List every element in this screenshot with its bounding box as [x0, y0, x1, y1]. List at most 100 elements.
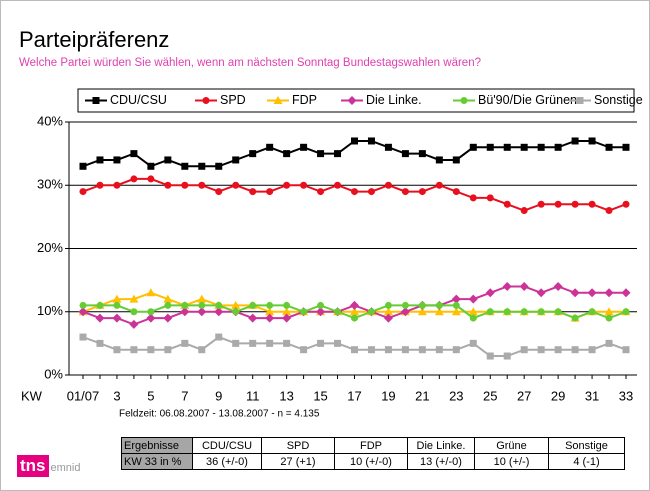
- x-tick-label: 17: [347, 388, 361, 403]
- marker: [486, 143, 494, 151]
- marker: [554, 346, 562, 354]
- y-tick-label: 0%: [44, 366, 63, 381]
- marker: [300, 181, 308, 189]
- marker: [383, 313, 393, 323]
- marker: [113, 156, 121, 164]
- marker: [588, 200, 596, 208]
- marker: [351, 346, 358, 354]
- marker: [232, 339, 240, 347]
- marker: [181, 339, 189, 347]
- marker: [266, 188, 274, 196]
- marker: [554, 308, 562, 316]
- marker: [163, 313, 173, 323]
- table-cell: 10 (+/-): [474, 453, 549, 470]
- marker: [451, 307, 461, 316]
- marker: [401, 346, 409, 354]
- x-tick-label: 31: [585, 388, 599, 403]
- x-tick-label: 21: [415, 388, 429, 403]
- marker: [164, 301, 172, 309]
- marker: [384, 181, 392, 189]
- marker: [418, 346, 426, 354]
- x-tick-label: 9: [215, 388, 222, 403]
- marker: [130, 175, 138, 183]
- table-cell: Sonstige: [548, 437, 625, 454]
- marker: [452, 188, 460, 196]
- logo: tns emnid: [17, 455, 80, 479]
- marker: [519, 281, 529, 291]
- x-tick-label: 7: [181, 388, 188, 403]
- note: Feldzeit: 06.08.2007 - 13.08.2007 - n = …: [119, 409, 320, 420]
- marker: [417, 307, 427, 316]
- marker: [197, 307, 207, 317]
- x-tick-label: 01/07: [67, 388, 100, 403]
- marker: [181, 301, 189, 309]
- marker: [622, 143, 630, 151]
- marker: [469, 314, 477, 322]
- marker: [266, 301, 274, 309]
- marker: [367, 188, 375, 196]
- marker: [79, 301, 87, 309]
- marker: [384, 143, 392, 151]
- marker: [282, 307, 292, 316]
- marker: [350, 300, 359, 310]
- marker: [418, 150, 426, 158]
- marker: [198, 162, 206, 170]
- marker: [503, 352, 511, 360]
- marker: [249, 188, 257, 196]
- marker: [283, 301, 291, 309]
- marker: [401, 301, 409, 309]
- table-cell: KW 33 in %: [121, 453, 193, 470]
- marker: [130, 346, 138, 354]
- marker: [452, 156, 460, 164]
- table-cell: SPD: [261, 437, 335, 454]
- marker: [503, 200, 511, 208]
- marker: [248, 313, 258, 323]
- marker: [537, 200, 545, 208]
- marker: [520, 346, 528, 354]
- marker: [249, 339, 257, 347]
- marker: [537, 308, 545, 316]
- marker: [282, 313, 292, 323]
- x-tick-label: 25: [483, 388, 497, 403]
- marker: [622, 200, 630, 208]
- marker: [232, 156, 240, 164]
- marker: [452, 301, 460, 309]
- table-row: Ergebnisse CDU/CSU SPD FDP Die Linke. Grüne So…: [121, 437, 625, 454]
- marker: [520, 143, 528, 151]
- marker: [588, 308, 596, 316]
- marker: [384, 346, 392, 354]
- marker: [163, 294, 173, 303]
- marker: [384, 301, 392, 309]
- chart-title: Parteipräferenz: [19, 27, 169, 52]
- marker: [198, 346, 206, 354]
- marker: [536, 288, 546, 298]
- legend-label: CDU/CSU: [110, 93, 167, 107]
- table-cell: 36 (+/-0): [192, 453, 262, 470]
- marker: [113, 301, 121, 309]
- marker: [130, 150, 138, 158]
- marker: [232, 181, 240, 189]
- marker: [112, 294, 122, 303]
- x-tick-label: 19: [381, 388, 395, 403]
- marker: [401, 150, 409, 158]
- x-tick-label: 27: [517, 388, 531, 403]
- marker: [265, 313, 275, 323]
- y-tick-label: 40%: [37, 113, 63, 128]
- marker: [367, 137, 375, 145]
- marker: [96, 301, 104, 309]
- legend-label: Bü'90/Die Grünen: [478, 93, 577, 107]
- marker: [197, 294, 207, 303]
- marker: [129, 319, 139, 329]
- y-tick-label: 10%: [37, 303, 63, 318]
- marker: [347, 96, 357, 105]
- marker: [469, 194, 477, 202]
- marker: [79, 188, 87, 196]
- marker: [266, 143, 274, 151]
- marker: [622, 346, 630, 354]
- marker: [468, 294, 478, 304]
- marker: [180, 307, 190, 317]
- marker: [232, 308, 240, 316]
- marker: [316, 307, 326, 317]
- marker: [588, 346, 596, 354]
